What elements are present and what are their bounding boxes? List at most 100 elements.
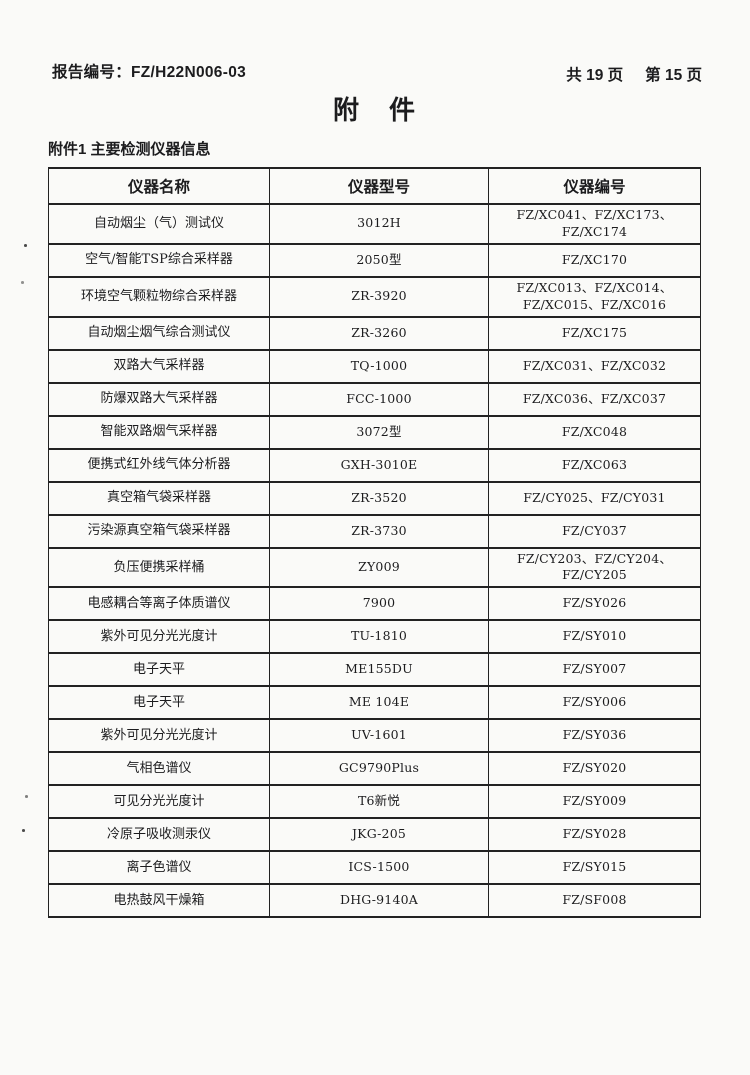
instrument-name: 冷原子吸收测汞仪 xyxy=(48,817,270,853)
instrument-name: 防爆双路大气采样器 xyxy=(48,381,270,417)
column-header-instrument-name: 仪器名称 xyxy=(48,167,270,205)
instrument-name: 双路大气采样器 xyxy=(48,348,270,384)
scan-speck xyxy=(21,281,24,284)
table-row: 自动烟尘烟气综合测试仪 ZR-3260 FZ/XC175 xyxy=(48,315,701,351)
instrument-name: 电感耦合等离子体质谱仪 xyxy=(48,586,270,622)
instrument-model: GXH-3010E xyxy=(269,447,489,483)
instrument-serial: FZ/CY025、FZ/CY031 xyxy=(488,480,701,516)
instrument-model: ZR-3520 xyxy=(269,480,489,516)
table-row: 紫外可见分光光度计 UV-1601 FZ/SY036 xyxy=(48,718,701,754)
instrument-serial: FZ/XC013、FZ/XC014、FZ/XC015、FZ/XC016 xyxy=(488,275,701,318)
scan-speck xyxy=(24,244,27,247)
instrument-model: ME155DU xyxy=(269,652,489,688)
instrument-serial: FZ/SF008 xyxy=(488,883,701,919)
table-row: 电子天平 ME155DU FZ/SY007 xyxy=(48,652,701,688)
instrument-name: 可见分光光度计 xyxy=(48,784,270,820)
instrument-model: TQ-1000 xyxy=(269,348,489,384)
instrument-name: 紫外可见分光光度计 xyxy=(48,619,270,655)
instrument-table: 仪器名称 仪器型号 仪器编号 自动烟尘（气）测试仪 3012H FZ/XC041… xyxy=(48,167,701,919)
table-row: 负压便携采样桶 ZY009 FZ/CY203、FZ/CY204、FZ/CY205 xyxy=(48,546,701,589)
instrument-model: ICS-1500 xyxy=(269,850,489,886)
instrument-serial: FZ/XC036、FZ/XC037 xyxy=(488,381,701,417)
instrument-name: 智能双路烟气采样器 xyxy=(48,414,270,450)
instrument-serial: FZ/SY020 xyxy=(488,751,701,787)
instrument-model: T6新悦 xyxy=(269,784,489,820)
scan-speck xyxy=(22,829,25,832)
instrument-name: 便携式红外线气体分析器 xyxy=(48,447,270,483)
instrument-model: UV-1601 xyxy=(269,718,489,754)
table-row: 智能双路烟气采样器 3072型 FZ/XC048 xyxy=(48,414,701,450)
table-row: 双路大气采样器 TQ-1000 FZ/XC031、FZ/XC032 xyxy=(48,348,701,384)
instrument-serial: FZ/SY007 xyxy=(488,652,701,688)
instrument-name: 空气/智能TSP综合采样器 xyxy=(48,242,270,278)
instrument-model: ZR-3260 xyxy=(269,315,489,351)
table-row: 电感耦合等离子体质谱仪 7900 FZ/SY026 xyxy=(48,586,701,622)
instrument-model: 3012H xyxy=(269,203,489,245)
column-header-instrument-serial: 仪器编号 xyxy=(488,167,701,205)
instrument-serial: FZ/XC041、FZ/XC173、FZ/XC174 xyxy=(488,203,701,245)
instrument-model: GC9790Plus xyxy=(269,751,489,787)
table-row: 离子色谱仪 ICS-1500 FZ/SY015 xyxy=(48,850,701,886)
report-number: 报告编号：FZ/H22N006-03 xyxy=(52,64,247,81)
instrument-serial: FZ/XC031、FZ/XC032 xyxy=(488,348,701,384)
instrument-name: 电子天平 xyxy=(48,685,270,721)
instrument-model: ZR-3920 xyxy=(269,275,489,318)
table-row: 空气/智能TSP综合采样器 2050型 FZ/XC170 xyxy=(48,242,701,278)
instrument-model: 7900 xyxy=(269,586,489,622)
instrument-name: 气相色谱仪 xyxy=(48,751,270,787)
instrument-serial: FZ/SY015 xyxy=(488,850,701,886)
table-row: 环境空气颗粒物综合采样器 ZR-3920 FZ/XC013、FZ/XC014、F… xyxy=(48,275,701,318)
instrument-model: JKG-205 xyxy=(269,817,489,853)
instrument-model: 2050型 xyxy=(269,242,489,278)
instrument-serial: FZ/SY028 xyxy=(488,817,701,853)
table-row: 自动烟尘（气）测试仪 3012H FZ/XC041、FZ/XC173、FZ/XC… xyxy=(48,203,701,245)
document-title: 附 件 xyxy=(332,95,417,125)
instrument-serial: FZ/XC063 xyxy=(488,447,701,483)
table-row: 防爆双路大气采样器 FCC-1000 FZ/XC036、FZ/XC037 xyxy=(48,381,701,417)
instrument-model: DHG-9140A xyxy=(269,883,489,919)
instrument-name: 自动烟尘烟气综合测试仪 xyxy=(48,315,270,351)
instrument-model: ME 104E xyxy=(269,685,489,721)
instrument-name: 污染源真空箱气袋采样器 xyxy=(48,513,270,549)
instrument-name: 自动烟尘（气）测试仪 xyxy=(48,203,270,245)
instrument-name: 电热鼓风干燥箱 xyxy=(48,883,270,919)
instrument-name: 紫外可见分光光度计 xyxy=(48,718,270,754)
table-row: 冷原子吸收测汞仪 JKG-205 FZ/SY028 xyxy=(48,817,701,853)
table-header-row: 仪器名称 仪器型号 仪器编号 xyxy=(48,167,701,205)
table-row: 便携式红外线气体分析器 GXH-3010E FZ/XC063 xyxy=(48,447,701,483)
page-count: 共 19 页 第 15 页 xyxy=(566,60,702,85)
scan-speck xyxy=(25,795,28,798)
instrument-model: 3072型 xyxy=(269,414,489,450)
table-row: 电子天平 ME 104E FZ/SY006 xyxy=(48,685,701,721)
instrument-serial: FZ/SY026 xyxy=(488,586,701,622)
instrument-serial: FZ/XC048 xyxy=(488,414,701,450)
table-row: 电热鼓风干燥箱 DHG-9140A FZ/SF008 xyxy=(48,883,701,919)
instrument-model: ZR-3730 xyxy=(269,513,489,549)
instrument-serial: FZ/CY037 xyxy=(488,513,701,549)
instrument-serial: FZ/CY203、FZ/CY204、FZ/CY205 xyxy=(488,546,701,589)
instrument-serial: FZ/XC175 xyxy=(488,315,701,351)
instrument-model: TU-1810 xyxy=(269,619,489,655)
table-row: 真空箱气袋采样器 ZR-3520 FZ/CY025、FZ/CY031 xyxy=(48,480,701,516)
column-header-instrument-model: 仪器型号 xyxy=(269,167,489,205)
table-row: 可见分光光度计 T6新悦 FZ/SY009 xyxy=(48,784,701,820)
pages-total: 共 19 页 xyxy=(566,67,624,84)
table-row: 气相色谱仪 GC9790Plus FZ/SY020 xyxy=(48,751,701,787)
instrument-name: 环境空气颗粒物综合采样器 xyxy=(48,275,270,318)
table-row: 污染源真空箱气袋采样器 ZR-3730 FZ/CY037 xyxy=(48,513,701,549)
instrument-name: 离子色谱仪 xyxy=(48,850,270,886)
instrument-serial: FZ/SY010 xyxy=(488,619,701,655)
instrument-serial: FZ/XC170 xyxy=(488,242,701,278)
instrument-serial: FZ/SY006 xyxy=(488,685,701,721)
instrument-serial: FZ/SY009 xyxy=(488,784,701,820)
instrument-model: ZY009 xyxy=(269,546,489,589)
attachment-heading: 附件1 主要检测仪器信息 xyxy=(48,141,211,158)
instrument-model: FCC-1000 xyxy=(269,381,489,417)
instrument-name: 负压便携采样桶 xyxy=(48,546,270,589)
table-row: 紫外可见分光光度计 TU-1810 FZ/SY010 xyxy=(48,619,701,655)
page-current: 第 15 页 xyxy=(645,67,702,84)
instrument-name: 电子天平 xyxy=(48,652,270,688)
instrument-name: 真空箱气袋采样器 xyxy=(48,480,270,516)
page-header: 报告编号：FZ/H22N006-03 共 19 页 第 15 页 xyxy=(52,60,702,85)
